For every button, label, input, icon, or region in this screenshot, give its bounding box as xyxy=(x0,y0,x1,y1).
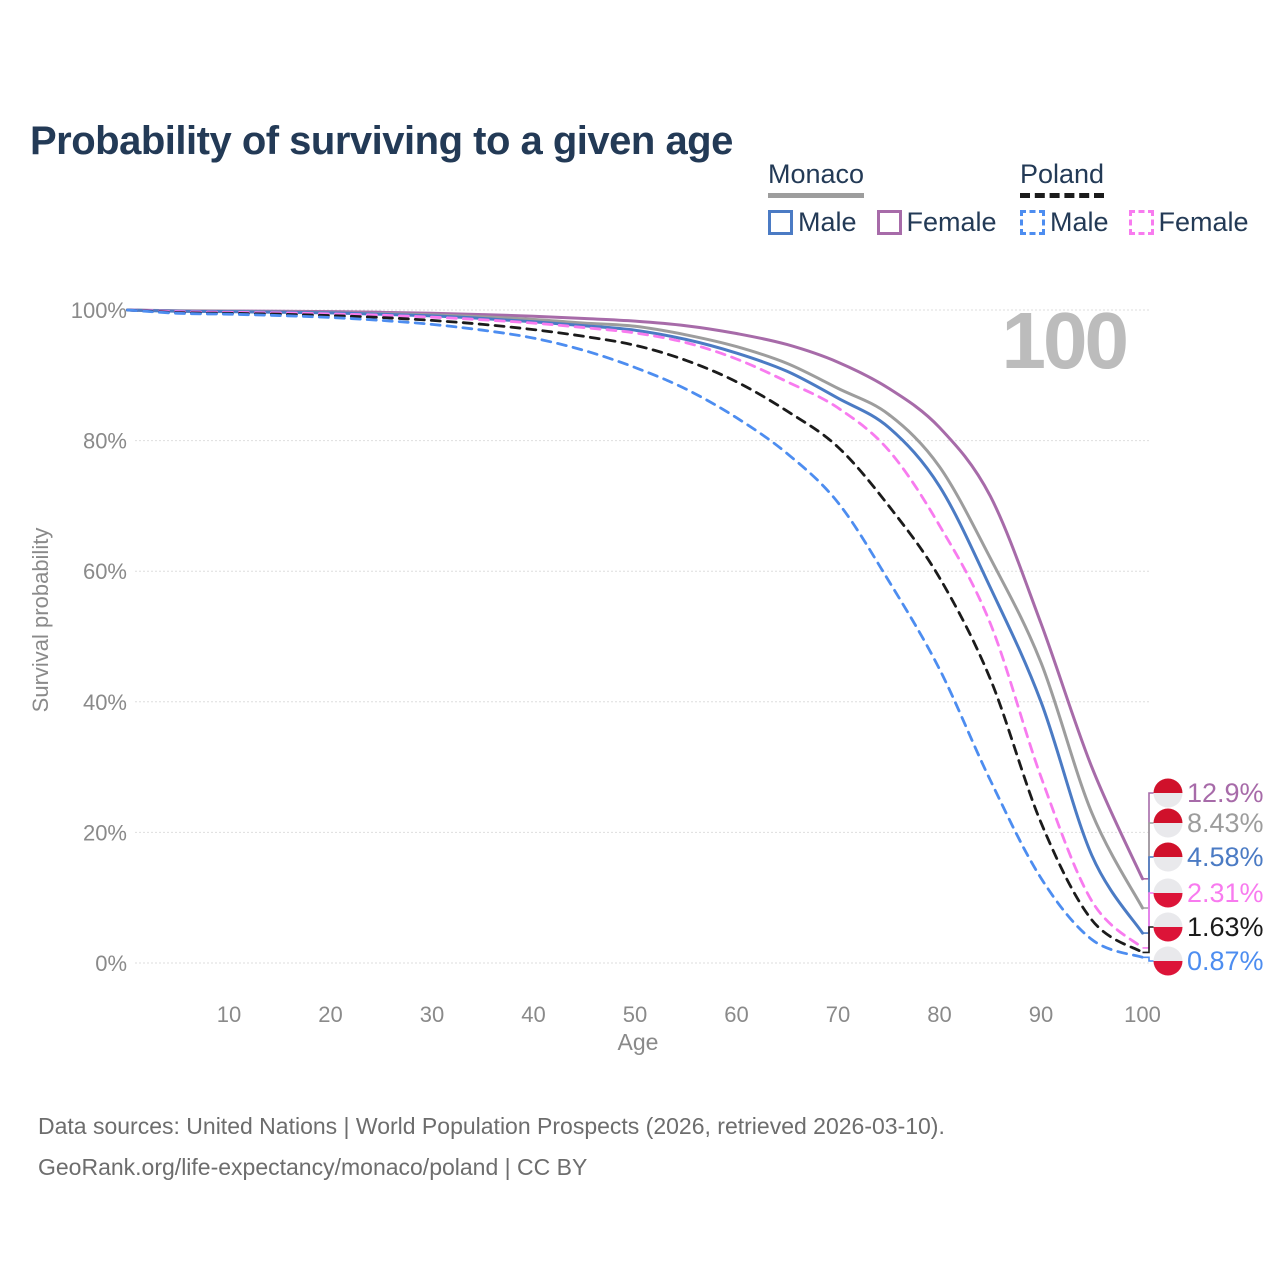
legend-swatch-monaco-male xyxy=(768,209,793,235)
page-title: Probability of surviving to a given age xyxy=(30,118,733,163)
end-connector-poland-male-male xyxy=(1142,956,1154,962)
x-tick-label-100: 100 xyxy=(1124,1002,1161,1027)
legend-item-monaco-male[interactable]: Male xyxy=(768,207,857,238)
y-tick-label-100: 100% xyxy=(71,298,127,323)
legend-item-poland-male[interactable]: Male xyxy=(1020,207,1109,238)
legend-item-label: Male xyxy=(1050,206,1109,237)
x-tick-label-30: 30 xyxy=(420,1002,444,1027)
x-tick-label-20: 20 xyxy=(318,1002,342,1027)
legend-item-label: Female xyxy=(906,206,997,237)
age-frame-watermark: 100 xyxy=(1002,296,1127,385)
legend-item-poland-female[interactable]: Female xyxy=(1128,206,1249,238)
footer-data-sources: Data sources: United Nations | World Pop… xyxy=(38,1113,945,1139)
end-value-label-poland-both: 1.63% xyxy=(1187,912,1264,942)
flag-icon-poland xyxy=(1153,878,1183,908)
flag-icon-poland xyxy=(1153,912,1183,942)
legend-swatch-poland-male xyxy=(1020,209,1045,235)
x-tick-label-50: 50 xyxy=(623,1002,647,1027)
y-tick-label-40: 40% xyxy=(83,690,127,715)
footer-note: Data sources: United Nations | World Pop… xyxy=(38,1106,945,1188)
end-value-label-monaco-both: 8.43% xyxy=(1187,808,1264,838)
curve-poland-male-male xyxy=(126,308,1144,959)
flag-icon-monaco xyxy=(1153,778,1183,808)
legend-item-label: Female xyxy=(1158,206,1249,237)
legend-country-label-poland[interactable]: Poland xyxy=(1020,159,1105,198)
flag-icon-monaco xyxy=(1153,842,1183,872)
end-connector-monaco-both xyxy=(1142,822,1154,909)
legend-item-monaco-female[interactable]: Female xyxy=(876,206,997,238)
end-value-label-poland-male-male: 0.87% xyxy=(1187,946,1264,976)
legend-group-monaco: Monaco Male Female xyxy=(768,159,1017,238)
y-tick-label-60: 60% xyxy=(83,559,127,584)
x-tick-label-90: 90 xyxy=(1029,1002,1053,1027)
legend-item-label: Male xyxy=(798,206,857,237)
x-tick-label-60: 60 xyxy=(724,1002,748,1027)
end-value-label-poland-female-female: 2.31% xyxy=(1187,878,1264,908)
end-value-label-monaco-female-female: 12.9% xyxy=(1187,778,1264,808)
footer-citation-link[interactable]: GeoRank.org/life-expectancy/monaco/polan… xyxy=(38,1154,588,1180)
legend-swatch-monaco-female xyxy=(876,209,902,235)
curve-poland-both xyxy=(126,308,1144,954)
y-axis-title: Survival probability xyxy=(28,528,53,713)
x-tick-label-70: 70 xyxy=(826,1002,850,1027)
curve-poland-female-female xyxy=(126,308,1144,950)
end-connector-monaco-male-male xyxy=(1142,856,1154,934)
x-axis-title: Age xyxy=(618,1029,659,1055)
end-connector-monaco-female-female xyxy=(1142,792,1154,880)
curve-monaco-both xyxy=(126,308,1144,910)
end-connector-poland-both xyxy=(1142,926,1154,954)
x-tick-label-80: 80 xyxy=(927,1002,951,1027)
y-tick-label-0: 0% xyxy=(95,951,127,976)
y-tick-label-20: 20% xyxy=(83,820,127,845)
x-tick-label-40: 40 xyxy=(521,1002,545,1027)
legend-swatch-poland-female xyxy=(1128,209,1154,235)
end-value-label-monaco-male-male: 4.58% xyxy=(1187,842,1264,872)
flag-icon-poland xyxy=(1153,946,1183,976)
end-connector-poland-female-female xyxy=(1142,892,1154,949)
legend-group-poland: Poland Male Female xyxy=(1020,159,1269,238)
flag-icon-monaco xyxy=(1153,808,1183,838)
legend-country-label-monaco[interactable]: Monaco xyxy=(768,159,865,198)
curve-monaco-female-female xyxy=(126,308,1144,881)
x-tick-label-10: 10 xyxy=(217,1002,241,1027)
y-tick-label-80: 80% xyxy=(83,429,127,454)
